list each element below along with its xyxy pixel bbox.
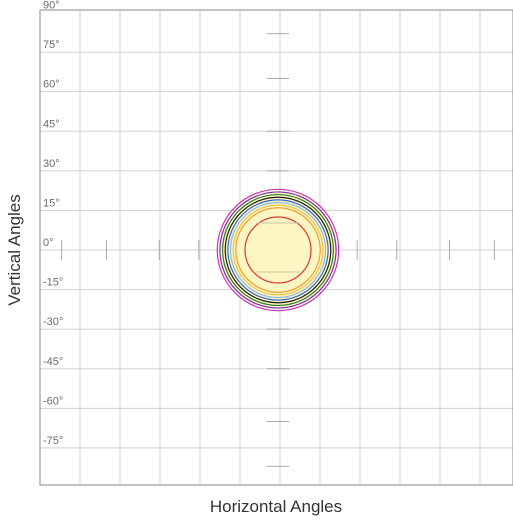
contour-ring: [216, 188, 340, 312]
contour-lines: [216, 188, 340, 312]
contour-ring: [224, 196, 332, 304]
y-tick-label: -75°: [43, 435, 63, 447]
y-tick-label: 45°: [43, 118, 60, 130]
y-tick-label: 30°: [43, 158, 60, 170]
y-tick-label: 0°: [43, 237, 54, 249]
contour-ring: [244, 216, 312, 284]
filled-region: [219, 191, 337, 309]
x-axis-title: Horizontal Angles: [210, 497, 342, 516]
y-tick-labels: 90° 75° 60° 45° 30° 15° 0° -15° -30° -45° -60° -75°: [43, 0, 63, 447]
contour-ring: [229, 201, 327, 299]
contour-ring: [227, 199, 329, 301]
contour-ring: [235, 207, 321, 293]
y-tick-label: 15°: [43, 197, 60, 209]
y-tick-label: 60°: [43, 79, 60, 91]
y-tick-label: 75°: [43, 39, 60, 51]
y-tick-label: -15°: [43, 277, 63, 289]
contour-ring: [219, 191, 337, 309]
y-axis-title: Vertical Angles: [5, 194, 24, 306]
contour-ring: [232, 204, 324, 296]
y-tick-label: -60°: [43, 395, 63, 407]
y-tick-label: -45°: [43, 356, 63, 368]
y-tick-label: 90°: [43, 0, 60, 12]
plot-frame: [39, 9, 513, 486]
contour-ring: [221, 193, 335, 307]
y-tick-label: -30°: [43, 316, 63, 328]
